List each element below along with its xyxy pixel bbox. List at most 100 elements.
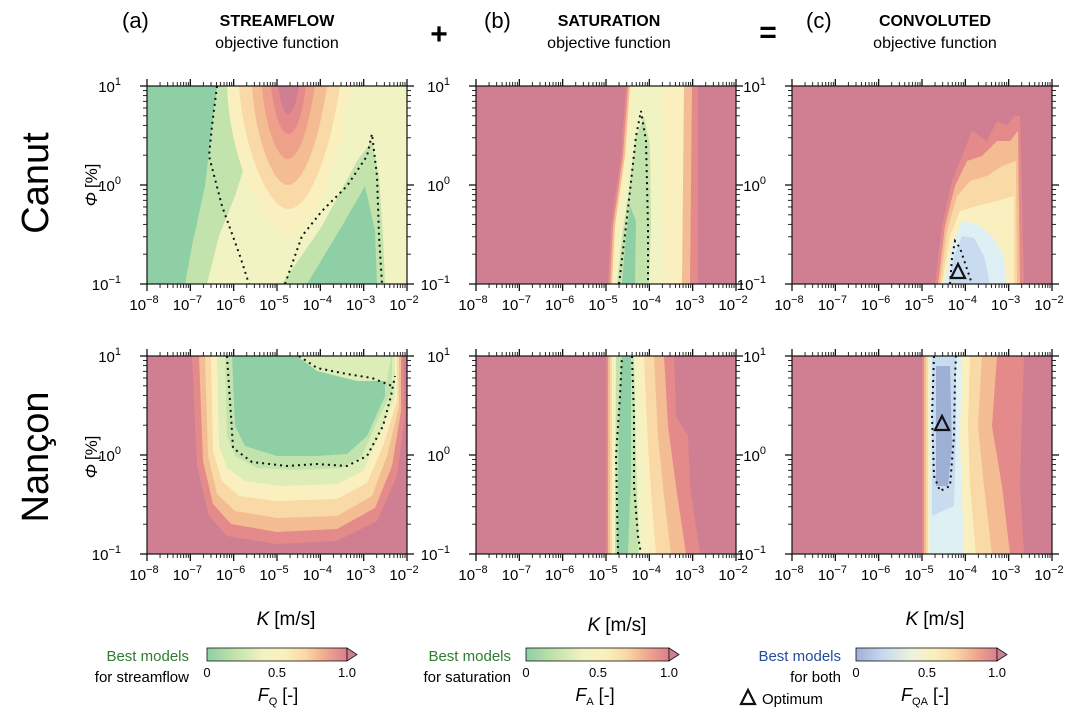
y-tick-label: 100 [427,175,450,195]
x-tick-label: 10−5 [588,294,617,314]
colorbar-sub: QA [912,696,929,708]
column-title-a: STREAMFLOW [220,13,336,30]
x-tick-label: 10−3 [346,294,375,314]
x-tick-label: 10−4 [948,564,977,584]
x-tick-label: 10−6 [861,294,890,314]
x-tick-label: 10−8 [458,294,487,314]
x-axis-symbol: K [906,609,920,630]
optimum-legend-label: Optimum [762,691,823,708]
x-tick-label: 10−6 [545,564,574,584]
svg-text:FQ[-]: FQ [-] [258,685,299,708]
contour-fill [476,86,736,284]
x-tick-label: 10−3 [675,294,704,314]
svg-text:Φ[%]: Φ [%] [82,164,101,207]
y-axis-label-top: Φ [%] [82,164,101,207]
panel-nancon-streamflow: 10−8 10−7 10−6 10−5 10−4 10−3 10−2 101 100 10−1 [92,346,419,584]
x-tick-label: 10−6 [216,294,245,314]
y-tick-label: 100 [427,445,450,465]
x-tick-label: 10−3 [675,564,704,584]
x-tick-label: 10−3 [346,564,375,584]
colorbar-symbol: F [901,685,913,705]
x-tick-label: 10−4 [632,294,661,314]
row-label-nancon: Nançon [15,392,57,523]
best-contour [930,355,957,493]
x-tick-label: 10−6 [545,294,574,314]
colorbar-tick: 0.5 [918,665,936,680]
y-axis-label-bottom: Φ [%] [82,436,101,479]
plus-sign: + [430,18,448,51]
x-tick-label: 10−4 [303,564,332,584]
best-contour [614,355,623,555]
panel-nancon-convoluted: 10−8 10−7 10−6 10−5 10−4 10−3 10−2 101 100 10−1 [737,346,1064,584]
colorbar-tick: 0.5 [268,665,286,680]
x-tick-label: 10−7 [173,294,202,314]
x-tick-label: 10−8 [774,294,803,314]
y-tick-label: 101 [98,346,121,366]
x-tick-label: 10−5 [904,564,933,584]
best-contour [298,355,393,387]
colorbar-best-sub: for streamflow [95,669,189,686]
colorbar-best-sub: for both [790,669,841,686]
x-tick-label: 10−2 [1034,294,1063,314]
colorbar-tick: 1.0 [988,665,1006,680]
x-tick-label: 10−6 [861,564,890,584]
colorbar-saturation: Best models for saturation 0 0.5 1.0 FA [… [423,647,680,708]
svg-text:K[m/s]: K [m/s] [588,615,647,636]
svg-text:FA[-]: FA [-] [575,685,614,708]
axes: 10−8 10−7 10−6 10−5 10−4 10−3 10−2 101 100 10−1 [421,346,748,584]
x-tick-label: 10−3 [991,294,1020,314]
x-axis-symbol: K [257,609,271,630]
x-tick-label: 10−8 [774,564,803,584]
y-axis-symbol: Φ [82,464,101,478]
y-tick-label: 101 [427,76,450,96]
colorbar-tick: 0 [522,665,529,680]
y-tick-label: 100 [743,445,766,465]
x-tick-label: 10−7 [818,294,847,314]
x-tick-label: 10−7 [173,564,202,584]
y-axis-symbol: Φ [82,192,101,206]
x-tick-label: 10−5 [259,564,288,584]
column-subtitle-b: objective function [547,35,671,52]
column-subtitle-a: objective function [215,35,339,52]
axes: 10−8 10−7 10−6 10−5 10−4 10−3 10−2 101 100 10−1 [737,346,1064,584]
x-tick-label: 10−3 [991,564,1020,584]
x-tick-label: 10−4 [948,294,977,314]
column-title-b: SATURATION [558,13,661,30]
optimum-marker [933,413,951,432]
row-label-canut: Canut [15,132,57,234]
x-tick-label: 10−2 [389,564,418,584]
column-header-b: (b) SATURATION objective function [484,8,671,52]
colorbar-symbol: F [575,685,587,705]
svg-text:K[m/s]: K [m/s] [257,609,316,630]
svg-text:K[m/s]: K [m/s] [906,609,965,630]
optimum-legend-icon [739,687,757,706]
best-contour [226,355,396,468]
y-tick-label: 101 [743,76,766,96]
colorbar-best-label: Best models [428,648,511,665]
contour-fill [147,356,407,554]
colorbar-best-label: Best models [106,648,189,665]
colorbar-sub: Q [269,696,278,708]
best-contour [631,355,642,555]
y-tick-label: 10−1 [737,274,766,294]
best-contour [284,133,383,285]
axes: 10−8 10−7 10−6 10−5 10−4 10−3 10−2 101 100 10−1 [92,76,419,314]
axes: 10−8 10−7 10−6 10−5 10−4 10−3 10−2 101 100 10−1 [92,346,419,584]
x-tick-label: 10−6 [216,564,245,584]
colorbar-unit: [-] [599,685,615,705]
x-tick-label: 10−2 [389,294,418,314]
column-header-a: (a) STREAMFLOW objective function [122,8,339,52]
panel-nancon-saturation: 10−8 10−7 10−6 10−5 10−4 10−3 10−2 101 100 10−1 [421,346,748,584]
y-tick-label: 10−1 [92,544,121,564]
column-subtitle-c: objective function [873,35,997,52]
panel-canut-streamflow: 10−8 10−7 10−6 10−5 10−4 10−3 10−2 101 100 10−1 [92,76,419,314]
y-tick-label: 100 [743,175,766,195]
colorbar-unit: [-] [933,685,949,705]
y-tick-label: 101 [743,346,766,366]
svg-text:Φ[%]: Φ [%] [82,436,101,479]
x-tick-label: 10−2 [718,564,747,584]
optimum-marker [949,261,967,280]
colorbar-extend-arrow [346,647,358,662]
colorbar-symbol: F [258,685,270,705]
